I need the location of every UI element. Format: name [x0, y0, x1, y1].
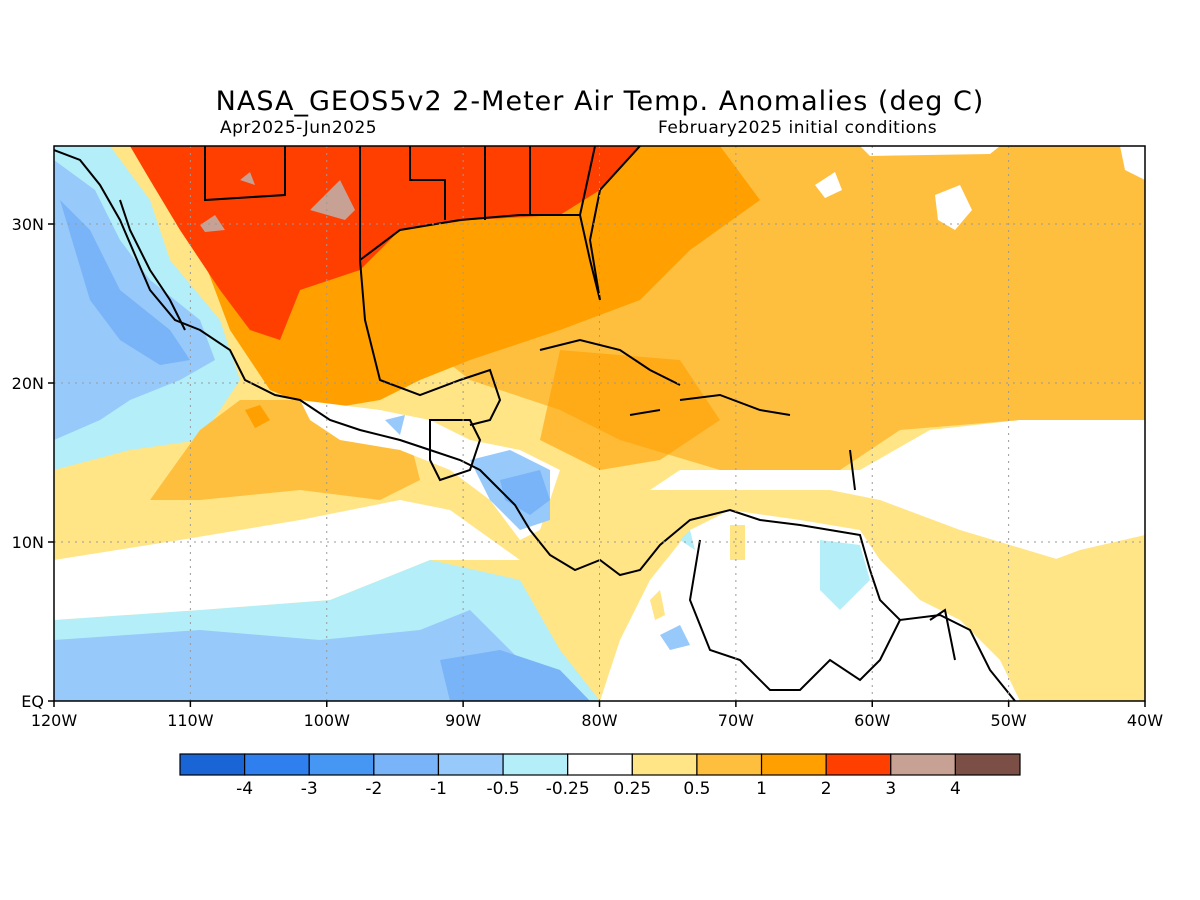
legend-swatch: [179, 753, 246, 776]
chart-title: NASA_GEOS5v2 2-Meter Air Temp. Anomalies…: [215, 86, 985, 117]
y-tick-label: 10N: [12, 533, 44, 552]
x-tick-label: 110W: [167, 711, 214, 730]
legend-label: 0.25: [613, 779, 651, 799]
legend-swatch: [502, 753, 569, 776]
forecast-period: Apr2025-Jun2025: [220, 118, 378, 138]
x-tick-label: 50W: [991, 711, 1027, 730]
x-tick-label: 80W: [581, 711, 617, 730]
y-tick-label: 30N: [12, 215, 44, 234]
legend-swatch: [567, 753, 633, 776]
legend-label: -3: [301, 779, 318, 799]
legend-swatch: [825, 753, 892, 776]
legend-swatch: [631, 753, 698, 776]
y-tick-label: 20N: [12, 374, 44, 393]
color-legend: -4 -3 -2 -1 -0.5 -0.25 0.25 0.5 1 2 3 4: [179, 753, 1021, 799]
y-axis: EQ 10N 20N 30N: [12, 215, 54, 711]
x-tick-label: 70W: [718, 711, 754, 730]
x-tick-label: 40W: [1127, 711, 1163, 730]
legend-swatch: [696, 753, 763, 776]
coastlines: [54, 146, 1016, 701]
legend-label: -4: [236, 779, 253, 799]
graticule: [54, 146, 1145, 701]
legend-swatch: [308, 753, 375, 776]
x-axis: 120W 110W 100W 90W 80W 70W 60W 50W 40W: [31, 701, 1163, 730]
legend-label: -0.5: [486, 779, 519, 799]
legend-label: 1: [756, 779, 767, 799]
legend-swatch: [760, 753, 827, 776]
x-tick-label: 100W: [304, 711, 351, 730]
anomaly-field: [54, 146, 1145, 701]
legend-label: -0.25: [546, 779, 590, 799]
legend-swatch: [244, 753, 310, 776]
x-tick-label: 60W: [854, 711, 890, 730]
legend-label: -2: [365, 779, 382, 799]
x-tick-label: 90W: [445, 711, 481, 730]
legend-label: 2: [821, 779, 832, 799]
legend-swatch: [437, 753, 504, 776]
legend-swatch: [954, 753, 1021, 776]
legend-label: -1: [430, 779, 447, 799]
legend-label: 3: [885, 779, 896, 799]
initial-conditions: February2025 initial conditions: [658, 118, 938, 138]
legend-swatch: [890, 753, 956, 776]
y-tick-label: EQ: [21, 692, 44, 711]
legend-swatch: [373, 753, 440, 776]
legend-label: 4: [950, 779, 961, 799]
legend-label: 0.5: [683, 779, 710, 799]
x-tick-label: 120W: [31, 711, 78, 730]
